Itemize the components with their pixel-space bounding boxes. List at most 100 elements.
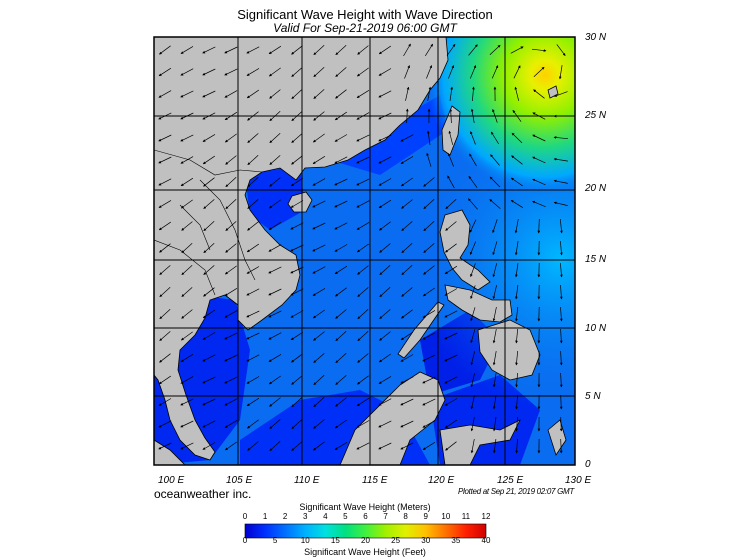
direction-arrow: [334, 134, 348, 142]
direction-arrow: [492, 395, 497, 410]
direction-arrow: [313, 111, 325, 121]
direction-arrow: [511, 155, 523, 165]
direction-arrow: [379, 221, 391, 231]
direction-arrow: [202, 90, 216, 98]
direction-arrow: [181, 221, 193, 231]
direction-arrow: [510, 177, 523, 187]
direction-arrow: [515, 328, 519, 344]
direction-arrow: [269, 177, 281, 187]
direction-arrow: [514, 86, 520, 101]
direction-arrow: [400, 134, 414, 142]
direction-arrow: [405, 86, 410, 101]
direction-arrow: [559, 218, 563, 234]
direction-arrow: [470, 263, 476, 278]
direction-arrow: [492, 307, 497, 322]
direction-arrow: [559, 372, 563, 388]
direction-arrow: [224, 398, 238, 406]
direction-arrow: [159, 45, 171, 55]
direction-arrow: [423, 265, 435, 275]
direction-arrow: [378, 353, 391, 363]
direction-arrow: [379, 243, 391, 253]
direction-arrow: [559, 350, 563, 366]
direction-arrow: [290, 244, 304, 252]
land-asia-mainland: [154, 37, 449, 461]
meter-tick: 3: [303, 512, 308, 521]
direction-arrow: [335, 375, 347, 385]
direction-arrow: [514, 219, 519, 234]
direction-arrow: [531, 48, 547, 52]
direction-arrow: [158, 134, 172, 142]
direction-arrow: [291, 353, 303, 363]
direction-arrow: [334, 178, 348, 186]
feet-tick: 40: [481, 536, 491, 545]
direction-arrow: [423, 177, 435, 187]
direction-arrow: [378, 45, 391, 55]
direction-arrow: [515, 372, 518, 388]
direction-arrow: [446, 43, 456, 56]
direction-arrow: [180, 134, 194, 142]
direction-arrow: [553, 136, 569, 140]
direction-arrow: [159, 265, 171, 275]
direction-arrow: [291, 133, 303, 143]
direction-arrow: [312, 244, 326, 252]
direction-arrow: [447, 175, 455, 189]
direction-arrow: [423, 221, 435, 232]
direction-arrow: [158, 398, 172, 406]
direction-arrow: [202, 442, 216, 450]
direction-arrow: [291, 441, 303, 451]
direction-arrow: [469, 219, 477, 233]
direction-arrow: [290, 266, 304, 274]
direction-arrow: [492, 285, 497, 300]
direction-arrow: [472, 86, 475, 102]
direction-arrow: [202, 134, 216, 142]
direction-arrow: [469, 153, 477, 167]
direction-arrow: [313, 353, 325, 363]
direction-arrow: [180, 199, 193, 209]
direction-arrow: [422, 376, 436, 384]
direction-arrow: [180, 46, 194, 54]
direction-arrow: [181, 265, 193, 276]
direction-arrow: [225, 177, 237, 188]
direction-arrow: [556, 44, 566, 56]
direction-arrow: [202, 155, 215, 165]
direction-arrow: [180, 112, 194, 120]
land-sulawesi: [439, 419, 521, 465]
direction-arrow: [159, 353, 171, 363]
direction-arrow: [224, 332, 238, 340]
direction-arrow: [158, 156, 172, 164]
direction-arrow: [357, 309, 369, 320]
direction-arrow: [356, 112, 370, 120]
direction-arrow: [357, 331, 369, 342]
direction-arrow: [290, 222, 304, 230]
direction-arrow: [268, 45, 282, 55]
direction-arrow: [268, 199, 281, 209]
lon-label-110e: 110 E: [294, 475, 320, 486]
direction-arrow: [203, 287, 215, 297]
direction-arrow: [158, 221, 171, 231]
direction-arrow: [225, 221, 237, 231]
credit-text: oceanweather inc.: [154, 487, 252, 501]
direction-arrow: [312, 288, 326, 296]
direction-arrow: [246, 266, 260, 274]
direction-arrow: [515, 350, 519, 366]
colorbar-title-meters: Significant Wave Height (Meters): [299, 502, 431, 512]
direction-arrow: [400, 331, 414, 341]
direction-arrow: [492, 108, 498, 123]
direction-arrow: [180, 68, 194, 76]
direction-arrow: [291, 419, 303, 430]
direction-arrow: [313, 397, 325, 408]
direction-arrow: [405, 108, 409, 124]
direction-arrow: [291, 375, 303, 385]
meter-tick: 11: [461, 512, 471, 521]
direction-arrow: [515, 285, 519, 300]
direction-arrow: [357, 265, 369, 275]
direction-arrow: [313, 441, 325, 451]
direction-arrow: [224, 46, 238, 54]
direction-arrow: [290, 177, 303, 187]
direction-arrow: [335, 397, 347, 407]
meter-tick: 10: [441, 512, 451, 521]
direction-arrow: [224, 288, 238, 296]
direction-arrow: [553, 201, 568, 206]
direction-arrow: [379, 309, 391, 319]
direction-arrow: [449, 86, 454, 101]
